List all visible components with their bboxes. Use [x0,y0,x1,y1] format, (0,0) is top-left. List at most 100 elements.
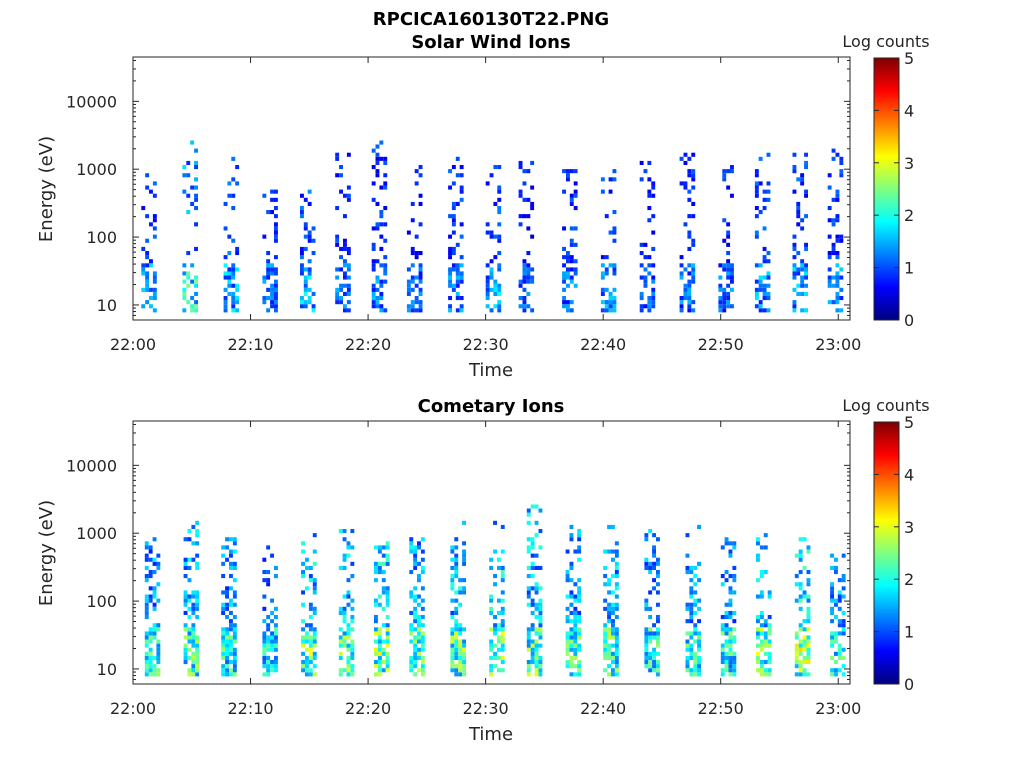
heatmap-cell [335,173,340,178]
heatmap-cell [652,655,656,660]
heatmap-cell [614,660,619,665]
heatmap-cell [839,267,844,272]
heatmap-cell [530,643,535,648]
heatmap-cell [308,615,313,620]
heatmap-cell [149,304,153,309]
heatmap-cell [798,623,803,628]
heatmap-cell [262,655,267,660]
heatmap-cell [450,565,455,570]
heatmap-cell [144,594,149,599]
heatmap-cell [839,296,844,301]
y-axis-label: Energy (eV) [36,136,57,242]
heatmap-cell [413,553,418,558]
heatmap-cell [720,672,725,677]
heatmap-cell [191,627,196,632]
heatmap-cell [830,643,834,648]
heatmap-cell [232,668,237,673]
heatmap-cell [450,545,455,550]
heatmap-cell [375,226,380,231]
heatmap-cell [497,287,502,292]
heatmap-cell [145,275,150,280]
heatmap-cell [766,308,771,313]
heatmap-cell [652,586,656,591]
heatmap-cell [274,304,278,309]
heatmap-cell [834,672,838,677]
heatmap-cell [232,537,237,542]
heatmap-cell [726,234,731,239]
heatmap-cell [804,214,808,219]
heatmap-cell [339,173,343,178]
heatmap-cell [338,627,343,632]
heatmap-cell [377,549,382,554]
heatmap-cell [691,238,696,243]
heatmap-cell [186,251,191,256]
heatmap-cell [374,578,378,583]
heatmap-cell [418,271,423,276]
heatmap-cell [454,606,459,611]
heatmap-cell [728,660,733,665]
heatmap-cell [335,238,340,243]
heatmap-cell [530,185,535,190]
heatmap-cell [335,267,340,272]
heatmap-cell [183,565,188,570]
heatmap-cell [225,602,229,607]
heatmap-cell [766,259,771,264]
heatmap-cell [573,271,578,276]
heatmap-cell [346,541,351,546]
heatmap-cell [763,643,768,648]
heatmap-cell [758,283,763,288]
heatmap-cell [834,557,838,562]
heatmap-cell [534,615,539,620]
x-axis: 22:00 22:10 22:20 22:30 22:40 22:50 23:00 [110,57,861,354]
heatmap-cell [266,660,271,665]
heatmap-cell [350,606,355,611]
heatmap-cell [607,602,611,607]
heatmap-cell [767,631,772,636]
heatmap-cell [569,627,574,632]
heatmap-cell [350,668,355,673]
heatmap-cell [274,631,278,636]
heatmap-cell [489,234,494,239]
heatmap-cell [459,222,464,227]
heatmap-cell [346,627,351,632]
heatmap-cell [225,631,229,636]
heatmap-cell [831,197,836,202]
heatmap-cell [834,615,838,620]
heatmap-cell [639,304,644,309]
heatmap-cell [518,222,523,227]
heatmap-cell [270,291,274,296]
heatmap-cell [414,255,419,260]
heatmap-cell [274,647,278,652]
heatmap-cell [766,271,771,276]
heatmap-cell [604,214,609,219]
heatmap-cell [530,308,535,313]
heatmap-cell [732,655,737,660]
heatmap-cell [417,623,421,628]
heatmap-cell [301,639,305,644]
heatmap-cell [691,201,696,206]
heatmap-cell [643,283,648,288]
heatmap-cell [307,238,312,243]
heatmap-cell [497,639,501,644]
heatmap-cell [418,275,423,280]
heatmap-cell [375,144,380,149]
heatmap-cell [383,181,388,186]
heatmap-cell [611,672,615,677]
heatmap-cell [232,627,237,632]
heatmap-cell [612,263,617,268]
heatmap-cell [720,655,725,660]
heatmap-cell [759,672,764,677]
heatmap-cell [534,602,539,607]
heatmap-cell [841,672,846,677]
y-tick-label: 10 [97,660,117,679]
heatmap-cell [806,647,811,652]
heatmap-cell [652,545,656,550]
heatmap-cell [611,635,615,640]
heatmap-cell [762,197,767,202]
heatmap-cell [652,578,656,583]
heatmap-cell [454,590,459,595]
heatmap-cell [335,275,340,280]
heatmap-cell [722,238,727,243]
heatmap-cell [827,234,832,239]
